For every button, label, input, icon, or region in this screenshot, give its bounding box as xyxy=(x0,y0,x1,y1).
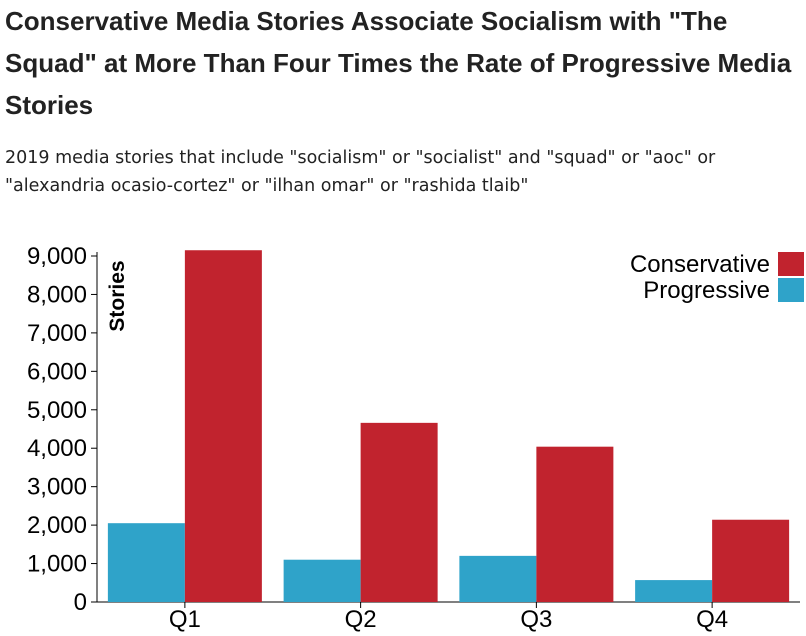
x-tick-label: Q1 xyxy=(169,606,201,633)
legend-swatch-progressive xyxy=(778,278,804,302)
legend-swatch-conservative xyxy=(778,252,804,276)
y-axis-title: Stories xyxy=(106,260,129,331)
bar-conservative-q3 xyxy=(536,446,614,602)
bar-progressive-q4 xyxy=(635,580,713,602)
legend-label-progressive: Progressive xyxy=(643,277,770,304)
y-tick-label: 3,000 xyxy=(27,474,87,501)
chart-title: Conservative Media Stories Associate Soc… xyxy=(5,6,792,120)
bar-progressive-q1 xyxy=(107,523,185,602)
y-axis: 0 1,000 2,000 3,000 4,000 5,000 6,000 7,000 8,00… xyxy=(27,243,98,616)
bar-progressive-q3 xyxy=(459,555,537,602)
y-tick-label: 8,000 xyxy=(27,281,87,308)
y-tick-label: 6,000 xyxy=(27,358,87,385)
y-tick-label: 4,000 xyxy=(27,435,87,462)
x-tick-label: Q3 xyxy=(520,606,552,633)
y-tick-label: 2,000 xyxy=(27,512,87,539)
x-tick-label: Q4 xyxy=(696,606,728,633)
y-tick-label: 1,000 xyxy=(27,551,87,578)
y-tick-label: 9,000 xyxy=(27,243,87,270)
y-tick-label: 7,000 xyxy=(27,320,87,347)
bar-progressive-q2 xyxy=(283,559,361,602)
bar-conservative-q1 xyxy=(184,250,262,602)
x-axis: Q1 Q2 Q3 Q4 xyxy=(97,601,800,633)
y-tick-label: 5,000 xyxy=(27,397,87,424)
chart-subtitle: 2019 media stories that include "sociali… xyxy=(5,148,716,196)
y-tick-label: 0 xyxy=(74,589,87,616)
legend-label-conservative: Conservative xyxy=(630,251,770,278)
bar-conservative-q2 xyxy=(360,422,438,602)
x-tick-label: Q2 xyxy=(345,606,377,633)
bars xyxy=(107,250,790,602)
bar-conservative-q4 xyxy=(712,519,790,602)
